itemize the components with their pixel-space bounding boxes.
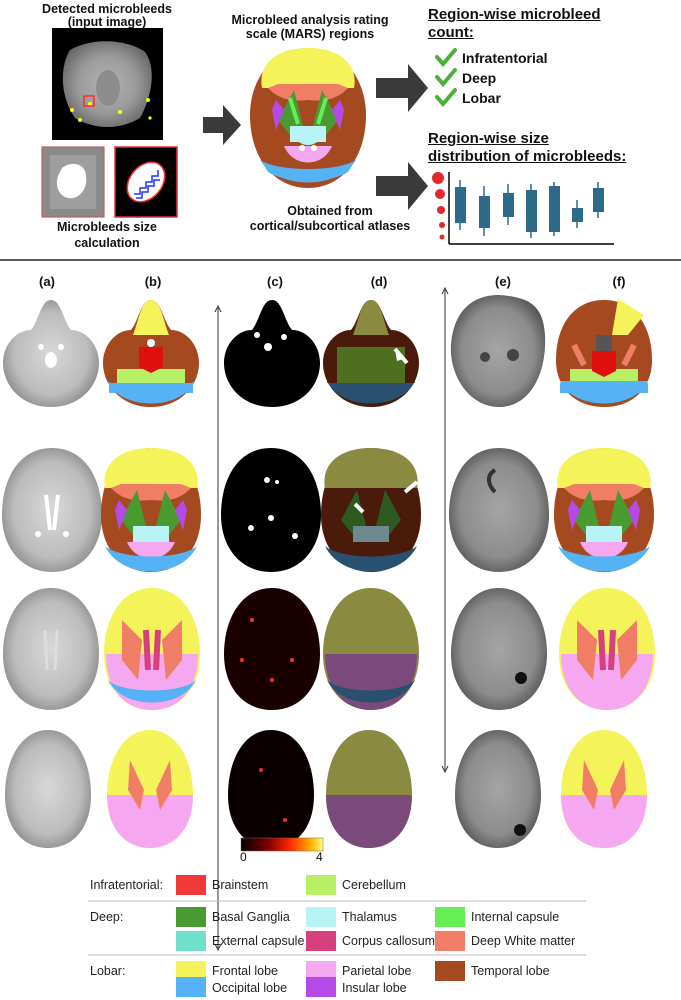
legend-label: Occipital lobe [212, 981, 288, 995]
legend-label: Brainstem [212, 878, 269, 892]
legend-swatch [306, 977, 336, 997]
legend-label: Deep White matter [471, 934, 576, 948]
legend-label: Basal Ganglia [212, 910, 290, 924]
flow-arrow-1 [203, 105, 241, 145]
column-label-f: (f) [612, 274, 626, 289]
row-3 [3, 588, 655, 710]
column-label-e: (e) [495, 274, 511, 289]
count-item-deep: Deep [462, 70, 497, 86]
legend-group-infratentorial: Infratentorial: [90, 878, 163, 892]
mars-title: Microbleed analysis rating [231, 13, 389, 27]
row-2 [2, 448, 654, 572]
atlas-caption-2: cortical/subcortical atlases [249, 219, 411, 233]
size-calc-subtitle: calculation [74, 236, 140, 250]
flow-arrow-2 [376, 64, 428, 112]
legend-swatch [176, 931, 206, 951]
legend-label: External capsule [212, 934, 305, 948]
check-icon [435, 88, 457, 108]
check-icon [435, 48, 457, 68]
legend-swatch [176, 961, 206, 981]
legend-swatch [306, 931, 336, 951]
column-label-b: (b) [144, 274, 162, 289]
legend-group-lobar: Lobar: [90, 964, 126, 978]
legend-swatch [435, 961, 465, 981]
colorbar [240, 837, 324, 852]
detected-subtitle: (input image) [67, 15, 147, 29]
mars-subtitle: scale (MARS) regions [245, 27, 375, 41]
legend-swatch [306, 875, 336, 895]
size-calc-title: Microbleeds size [56, 220, 158, 234]
legend-swatch [435, 931, 465, 951]
check-icon [435, 68, 457, 88]
legend-label: Frontal lobe [212, 964, 279, 978]
size-distribution-chart [432, 172, 614, 245]
count-title: Region-wise microbleed [428, 6, 601, 23]
column-label-d: (d) [370, 274, 388, 289]
legend-label: Internal capsule [471, 910, 560, 924]
detected-title: Detected microbleeds [42, 2, 172, 16]
colorbar-min-label: 0 [240, 850, 247, 864]
input-mri-image [52, 28, 163, 140]
legend-label: Temporal lobe [471, 964, 550, 978]
legend-swatch [306, 961, 336, 981]
size-title-2: distribution of microbleeds: [428, 148, 627, 165]
colorbar-max-label: 4 [316, 850, 323, 864]
legend-label: Insular lobe [342, 981, 407, 995]
legend-swatch [306, 907, 336, 927]
flow-arrow-3 [376, 162, 428, 210]
legend-swatch [435, 907, 465, 927]
row-1 [3, 295, 652, 407]
atlas-caption: Obtained from [287, 204, 373, 218]
column-label-a: (a) [39, 274, 55, 289]
legend-swatch [176, 907, 206, 927]
legend-label: Cerebellum [342, 878, 406, 892]
size-title: Region-wise size [428, 130, 549, 147]
count-title-2: count: [428, 24, 474, 41]
count-item-lobar: Lobar [462, 90, 501, 106]
legend-group-deep: Deep: [90, 910, 124, 924]
microbleed-segmentation-image [114, 146, 178, 218]
legend-label: Thalamus [342, 910, 397, 924]
legend-label: Parietal lobe [342, 964, 412, 978]
legend-swatch [176, 977, 206, 997]
count-item-infratentorial: Infratentorial [462, 50, 548, 66]
mars-atlas-brain [250, 48, 366, 188]
legend-label: Corpus callosum [342, 934, 436, 948]
row-4 [5, 730, 647, 848]
column-label-c: (c) [267, 274, 283, 289]
microbleed-zoom-image [41, 146, 105, 218]
legend-swatch [176, 875, 206, 895]
